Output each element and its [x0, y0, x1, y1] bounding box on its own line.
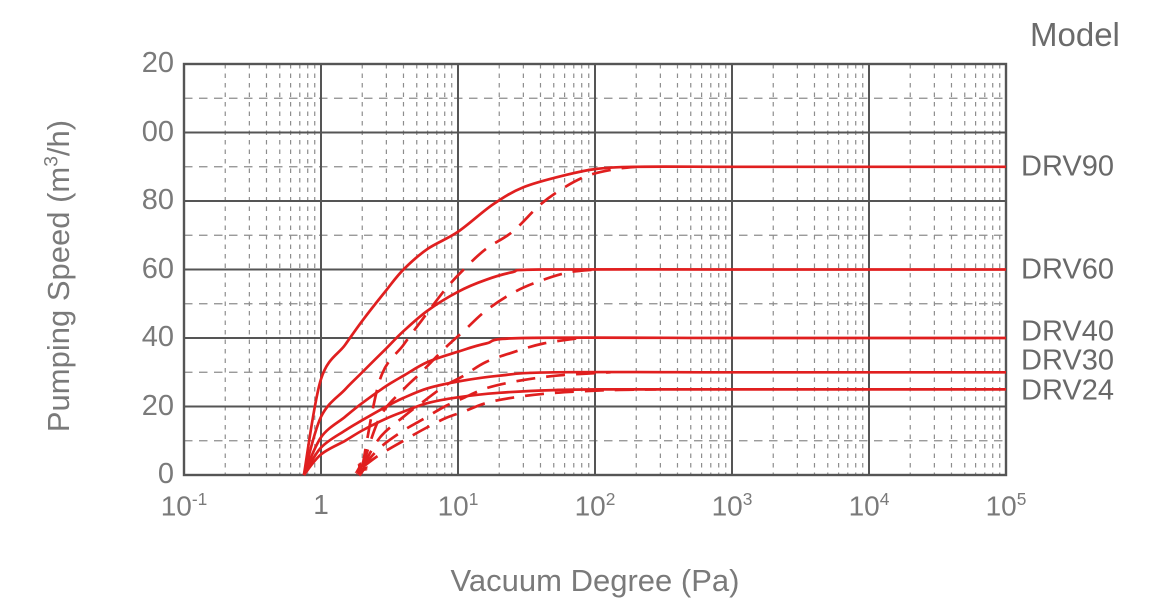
x-tick-base: 10: [711, 490, 743, 522]
curve-DRV40-dashed: [357, 336, 581, 476]
model-label-DRV90: DRV90: [1021, 150, 1114, 183]
curve-DRV40-solid: [302, 336, 1006, 476]
y-axis-title-tail: /h): [41, 119, 76, 157]
model-label-DRV30: DRV30: [1021, 344, 1114, 377]
y-tick-label-120: 20: [141, 46, 174, 79]
x-tick-exp: 4: [879, 489, 890, 509]
x-tick-exp: -1: [191, 489, 208, 509]
x-tick-base: 10: [160, 490, 192, 522]
x-tick-base: 10: [848, 490, 880, 522]
x-tick-exp: 5: [1016, 489, 1027, 509]
curve-DRV24-dashed: [354, 388, 657, 474]
y-axis-title-text: Pumping Speed (m: [41, 166, 76, 433]
x-tick-label-10^4: 104: [849, 489, 890, 522]
curve-DRV30-solid: [302, 370, 1006, 476]
curve-DRV24-solid: [302, 388, 1006, 476]
x-axis-title: Vacuum Degree (Pa): [450, 563, 740, 598]
x-tick-base: 10: [574, 490, 606, 522]
y-tick-label-40: 40: [141, 320, 174, 353]
x-tick-label-10^1: 101: [438, 489, 479, 522]
x-tick-label-10^2: 102: [575, 489, 616, 522]
y-tick-label-20: 20: [141, 389, 174, 422]
curve-DRV90-solid: [302, 165, 1006, 476]
x-tick-base: 10: [985, 490, 1017, 522]
y-tick-label-80: 80: [141, 183, 174, 216]
x-tick-label-10^3: 103: [712, 489, 753, 522]
x-tick-base: 1: [313, 489, 329, 520]
model-label-DRV40: DRV40: [1021, 315, 1114, 348]
legend-title: Model: [1030, 16, 1120, 53]
x-tick-exp: 3: [742, 489, 753, 509]
model-label-DRV60: DRV60: [1021, 253, 1114, 285]
model-label-DRV24: DRV24: [1021, 374, 1114, 407]
x-tick-label-10^5: 105: [986, 489, 1027, 522]
y-tick-label-100: 00: [141, 115, 174, 148]
x-tick-label-10^-1: 10-1: [161, 489, 208, 522]
curve-DRV90-dashed: [357, 165, 637, 477]
y-tick-label-0: 0: [157, 457, 174, 490]
x-tick-base: 10: [437, 490, 469, 522]
y-axis-title-sup: 3: [41, 156, 63, 167]
curve-DRV60-dashed: [358, 268, 596, 477]
x-tick-label-1: 1: [313, 489, 329, 521]
curve-DRV60-solid: [302, 267, 1006, 476]
x-tick-exp: 1: [468, 489, 479, 509]
x-tick-exp: 2: [605, 489, 616, 509]
curve-DRV30-dashed: [355, 370, 611, 475]
y-tick-label-60: 60: [141, 252, 174, 285]
y-axis-title: Pumping Speed (m3/h): [41, 120, 77, 432]
